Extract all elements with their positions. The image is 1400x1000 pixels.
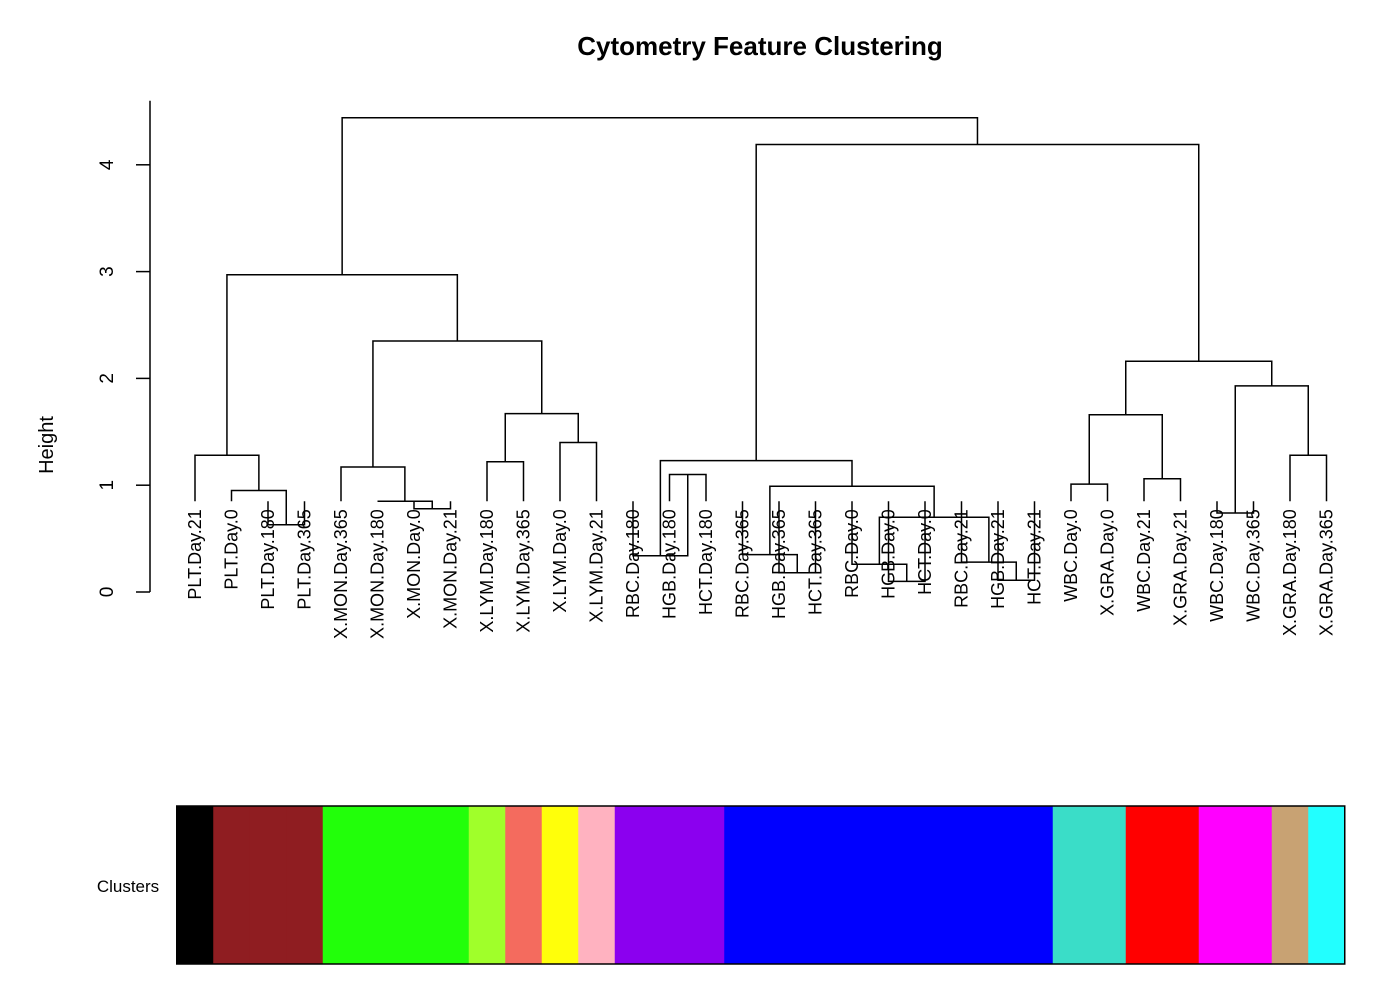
leaf-label: RBC.Day.180 <box>623 509 643 618</box>
y-axis-label: Height <box>36 416 58 474</box>
leaf-label: PLT.Day.365 <box>295 509 315 609</box>
cluster-band-cell <box>870 806 908 964</box>
y-tick-label: 2 <box>97 373 118 384</box>
leaf-label: X.GRA.Day.365 <box>1317 509 1337 636</box>
leaf-label: HGB.Day.0 <box>879 509 899 599</box>
leaf-label: HCT.Day.365 <box>806 509 826 615</box>
cluster-band-cell <box>176 806 214 964</box>
leaf-label: PLT.Day.0 <box>222 509 242 589</box>
leaf-label: X.GRA.Day.0 <box>1098 509 1118 616</box>
leaf-label: X.LYM.Day.365 <box>514 509 534 632</box>
leaf-label: WBC.Day.21 <box>1134 509 1154 612</box>
dendrogram-merge-m30 <box>755 143 1200 461</box>
cluster-band-cell <box>432 806 470 964</box>
leaf-label: HCT.Day.21 <box>1025 509 1045 605</box>
leaf-label: X.GRA.Day.180 <box>1280 509 1300 636</box>
dendrogram-merge-m5 <box>377 500 433 509</box>
cluster-band-cell <box>906 806 944 964</box>
leaf-label: X.MON.Day.21 <box>441 509 461 629</box>
leaf-label: X.GRA.Day.21 <box>1171 509 1191 626</box>
leaf-label: WBC.Day.180 <box>1207 509 1227 622</box>
dendrogram-merge-m29 <box>1125 360 1273 415</box>
leaf-label: X.LYM.Day.0 <box>550 509 570 612</box>
leaf-label: WBC.Day.0 <box>1061 509 1081 602</box>
cluster-band-cell <box>1089 806 1127 964</box>
leaf-label: WBC.Day.365 <box>1244 509 1264 622</box>
dendrogram-merge-m7 <box>486 460 525 502</box>
cluster-band-cell <box>505 806 543 964</box>
leaf-label: RBC.Day.21 <box>952 509 972 608</box>
cluster-band-cell <box>833 806 871 964</box>
cluster-band-cell <box>651 806 689 964</box>
dendrogram-merge-m8 <box>559 441 598 502</box>
cluster-color-band <box>176 805 1346 965</box>
dendrogram-merge-m10 <box>372 340 543 468</box>
cluster-band-cell <box>468 806 506 964</box>
cluster-band-cell <box>1308 806 1346 964</box>
cluster-band-cell <box>760 806 798 964</box>
dendrogram-merge-m24 <box>1143 478 1182 502</box>
dendrogram-merge-m23 <box>1070 483 1109 502</box>
y-tick-label: 4 <box>97 159 118 170</box>
leaf-label: HCT.Day.0 <box>915 509 935 595</box>
dendrogram-merge-m11 <box>226 274 459 456</box>
leaf-label: HCT.Day.180 <box>696 509 716 615</box>
cluster-band-cell <box>1198 806 1236 964</box>
cluster-band-cell <box>797 806 835 964</box>
cluster-band-cell <box>286 806 324 964</box>
dendrogram-merge-m3 <box>194 454 260 502</box>
dendrogram-merge-m28 <box>1234 385 1309 513</box>
leaf-label: X.MON.Day.180 <box>368 509 388 639</box>
leaf-label: RBC.Day.365 <box>733 509 753 618</box>
cluster-band-cell <box>213 806 251 964</box>
leaf-labels: PLT.Day.21 PLT.Day.0 PLT.Day.180 PLT.Day.36… <box>185 509 1337 639</box>
cluster-band-cell <box>578 806 616 964</box>
leaf-label: X.MON.Day.365 <box>331 509 351 639</box>
cluster-band-cell <box>322 806 360 964</box>
cluster-band-cell <box>395 806 433 964</box>
chart-title: Cytometry Feature Clustering <box>577 31 943 61</box>
cluster-band-cell <box>359 806 397 964</box>
y-tick-label: 3 <box>97 266 118 277</box>
cluster-band-cell <box>1125 806 1163 964</box>
leaf-label: PLT.Day.180 <box>258 509 278 609</box>
y-tick-label: 1 <box>97 480 118 491</box>
leaf-label: X.LYM.Day.21 <box>587 509 607 622</box>
cluster-band-cell <box>614 806 652 964</box>
cluster-band-cell <box>1162 806 1200 964</box>
cluster-band-cell <box>249 806 287 964</box>
leaf-label: X.LYM.Day.180 <box>477 509 497 632</box>
dendrogram-merge-m27 <box>1289 454 1328 502</box>
cluster-band-cell <box>1235 806 1273 964</box>
cluster-band-cell <box>1016 806 1054 964</box>
leaf-label: HGB.Day.21 <box>988 509 1008 609</box>
dendrogram-merge-m25 <box>1088 413 1163 485</box>
dendrogram-merge-m31 <box>341 117 979 275</box>
cluster-band-cell <box>724 806 762 964</box>
cluster-band-label: Clusters <box>97 877 159 896</box>
leaf-label: HGB.Day.180 <box>660 509 680 619</box>
leaf-label: X.MON.Day.0 <box>404 509 424 619</box>
dendrogram-tree <box>194 117 1328 583</box>
y-tick-label: 0 <box>97 587 118 598</box>
cluster-band-cell <box>943 806 981 964</box>
dendrogram-merge-m6 <box>340 466 406 502</box>
cluster-band-border <box>176 805 1346 965</box>
leaf-label: HGB.Day.365 <box>769 509 789 619</box>
y-axis: 0 1 2 3 4 <box>97 100 151 598</box>
leaf-label: RBC.Day.0 <box>842 509 862 598</box>
cluster-band-cell <box>541 806 579 964</box>
cluster-band-cell <box>979 806 1017 964</box>
cluster-band-cell <box>687 806 725 964</box>
leaf-label: PLT.Day.21 <box>185 509 205 599</box>
cluster-band-cell <box>1271 806 1309 964</box>
cluster-band-cell <box>1052 806 1090 964</box>
dendrogram-merge-m9 <box>504 412 579 462</box>
